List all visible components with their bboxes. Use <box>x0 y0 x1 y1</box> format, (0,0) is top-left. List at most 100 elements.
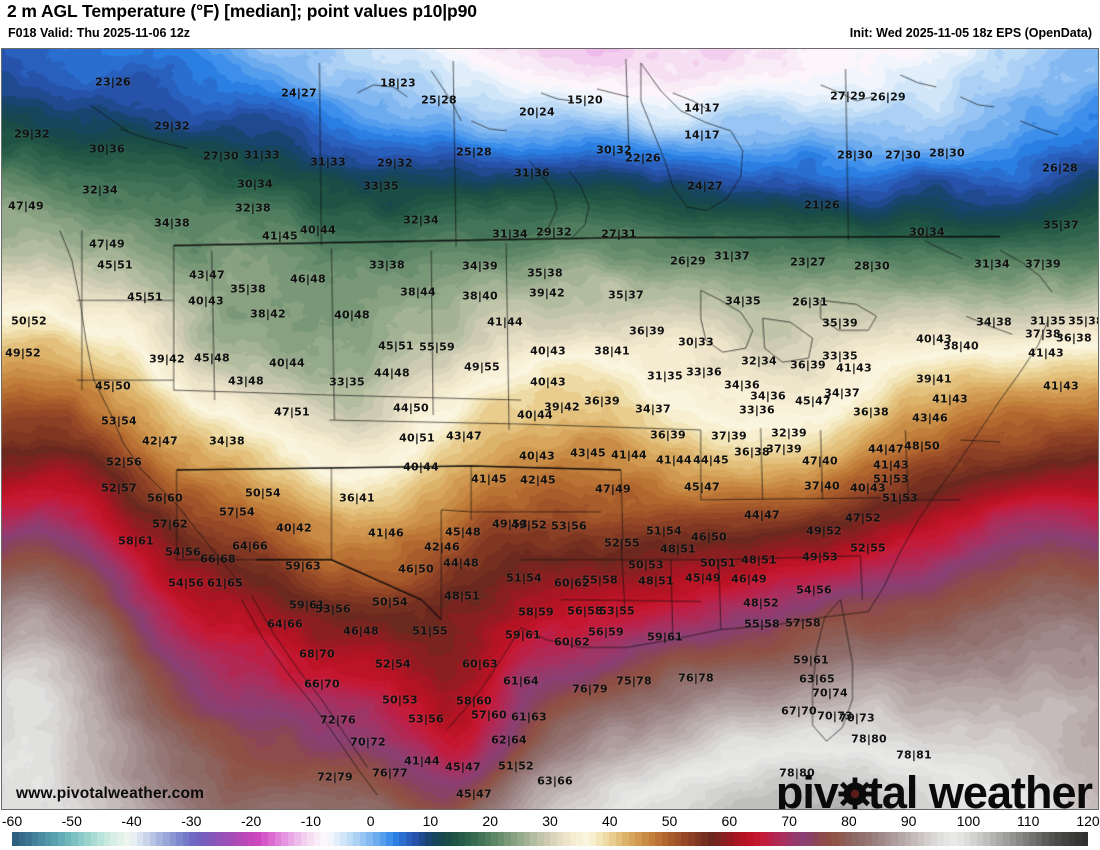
colorbar-swatch <box>136 832 144 846</box>
colorbar-swatch <box>871 832 879 846</box>
colorbar-swatch <box>766 832 774 846</box>
logo-text-part1: piv <box>775 767 839 810</box>
colorbar-swatch <box>1081 832 1089 846</box>
colorbar-swatch <box>517 832 524 846</box>
colorbar-swatch <box>668 832 675 846</box>
colorbar-swatch <box>222 832 229 846</box>
colorbar-tick: 100 <box>956 813 981 829</box>
colorbar-tick-labels: -60 -50 -40 -30 -20 -10 0 10 20 30 40 50 60 70 80 90 100… <box>0 812 1100 832</box>
colorbar-swatch <box>405 832 413 846</box>
colorbar-swatch <box>504 832 511 846</box>
colorbar-swatch <box>701 832 708 846</box>
colorbar-swatch <box>937 832 944 846</box>
colorbar-swatch <box>77 832 85 846</box>
colorbar-tick: 110 <box>1017 813 1040 829</box>
colorbar-swatch <box>477 832 485 846</box>
colorbar-tick: 30 <box>542 813 558 829</box>
colorbar-swatch <box>714 832 721 846</box>
colorbar-swatch <box>635 832 642 846</box>
colorbar-swatch <box>71 832 78 846</box>
pivotal-weather-logo: piv tal weather <box>775 767 1093 810</box>
colorbar-swatch <box>372 832 380 846</box>
colorbar-tick: 20 <box>482 813 499 829</box>
colorbar-swatch <box>655 832 662 846</box>
colorbar-swatch <box>294 832 301 846</box>
colorbar-swatch <box>760 832 767 846</box>
colorbar-swatch <box>38 832 45 846</box>
colorbar-swatch <box>97 832 104 846</box>
colorbar-swatch <box>228 832 236 846</box>
colorbar-swatch <box>615 832 623 846</box>
colorbar-swatch <box>753 832 761 846</box>
colorbar-swatch <box>976 832 984 846</box>
colorbar-legend: -60 -50 -40 -30 -20 -10 0 10 20 30 40 50 60 70 80 90 100… <box>0 812 1100 850</box>
colorbar-tick: 0 <box>366 813 375 829</box>
colorbar-swatch <box>792 832 800 846</box>
colorbar-swatch <box>989 832 997 846</box>
temperature-map[interactable]: 23|26 24|27 18|23 25|28 20|24 15|20 14|17 27|29… <box>1 48 1099 810</box>
colorbar-swatch <box>1042 832 1049 846</box>
colorbar-swatch <box>727 832 734 846</box>
colorbar-swatch <box>983 832 990 846</box>
colorbar-swatch <box>582 832 590 846</box>
colorbar-swatch <box>1022 832 1030 846</box>
colorbar-swatch <box>1075 832 1082 846</box>
colorbar-swatch <box>806 832 813 846</box>
colorbar-tick: 40 <box>601 813 618 829</box>
colorbar-swatch <box>162 832 170 846</box>
colorbar-swatch <box>799 832 807 846</box>
colorbar-swatch <box>1002 832 1010 846</box>
colorbar-swatch <box>438 832 446 846</box>
colorbar-swatch <box>957 832 964 846</box>
colorbar-swatch <box>359 832 367 846</box>
colorbar-swatch <box>537 832 544 846</box>
colorbar-swatch <box>543 832 551 846</box>
colorbar-swatch <box>1062 832 1069 846</box>
colorbar-tick: -40 <box>121 813 142 829</box>
colorbar-swatch <box>943 832 951 846</box>
colorbar-tick: 70 <box>781 813 797 829</box>
colorbar-tick: -30 <box>181 813 202 829</box>
colorbar-swatch <box>18 832 26 846</box>
colorbar-tick: -50 <box>61 813 82 829</box>
colorbar-swatch <box>51 832 58 846</box>
colorbar-tick: 80 <box>841 813 857 829</box>
colorbar-swatch <box>884 832 892 846</box>
colorbar-swatch <box>44 832 52 846</box>
colorbar-swatch <box>392 832 400 846</box>
colorbar-swatch <box>156 832 163 846</box>
colorbar-swatch <box>609 832 616 846</box>
colorbar-swatch <box>779 832 787 846</box>
colorbar-swatch <box>950 832 957 846</box>
colorbar-swatch <box>917 832 925 846</box>
init-time-label: Init: Wed 2025-11-05 18z EPS (OpenData) <box>849 26 1092 40</box>
colorbar-swatch <box>786 832 793 846</box>
colorbar-swatch <box>195 832 203 846</box>
colorbar-tick: -10 <box>300 813 321 829</box>
colorbar-swatch <box>123 832 131 846</box>
colorbar-swatch <box>845 832 852 846</box>
header-bar: 2 m AGL Temperature (°F) [median]; point… <box>0 0 1100 48</box>
colorbar-swatch <box>84 832 91 846</box>
colorbar-swatch <box>602 832 610 846</box>
gear-icon <box>838 777 872 809</box>
colorbar-swatch <box>576 832 583 846</box>
colorbar-swatch <box>924 832 931 846</box>
colorbar-swatch <box>596 832 603 846</box>
colorbar-swatch <box>149 832 157 846</box>
colorbar-swatch <box>464 832 472 846</box>
colorbar-swatch <box>996 832 1003 846</box>
colorbar-swatch <box>510 832 518 846</box>
colorbar-swatch <box>1048 832 1056 846</box>
colorbar-swatch <box>589 832 597 846</box>
colorbar-swatch <box>720 832 728 846</box>
colorbar-swatch <box>681 832 688 846</box>
colorbar-swatch <box>12 832 19 846</box>
colorbar-swatch <box>832 832 839 846</box>
colorbar-swatch <box>267 832 275 846</box>
colorbar-swatch <box>930 832 938 846</box>
colorbar-swatch <box>740 832 747 846</box>
colorbar-swatch <box>90 832 98 846</box>
colorbar-tick: 60 <box>721 813 738 829</box>
